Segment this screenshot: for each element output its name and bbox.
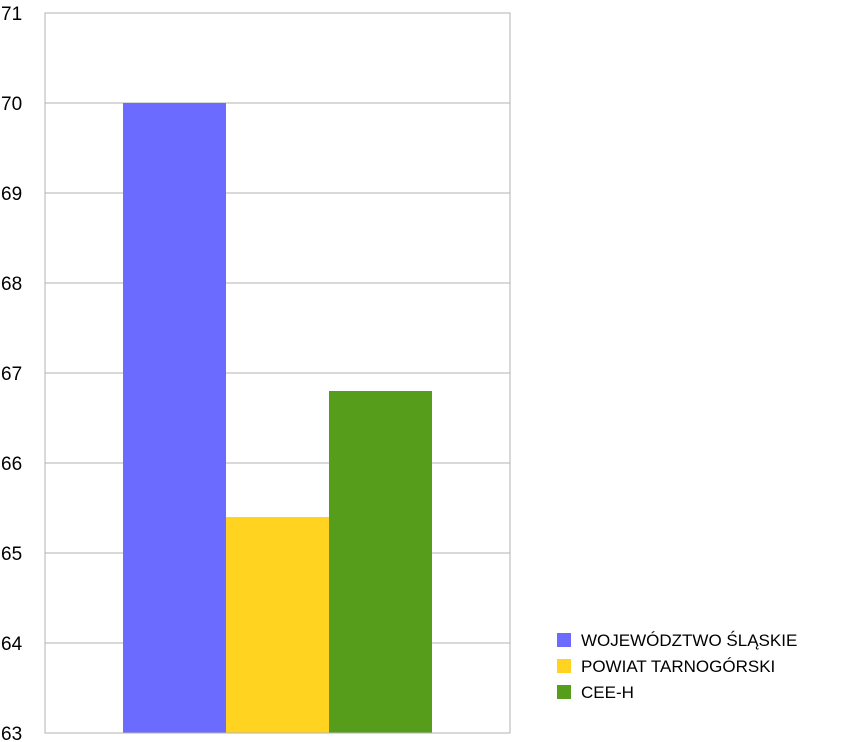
legend-label: WOJEWÓDZTWO ŚLĄSKIE [581,631,797,650]
y-tick-label: 63 [1,724,22,742]
bars [123,103,432,733]
legend-swatch [557,633,571,647]
y-tick-label: 67 [1,364,22,385]
bar [123,103,226,733]
y-axis-tick-labels: 63 64 65 66 67 68 69 70 71 [1,4,23,742]
bar [329,391,432,733]
legend-swatch [557,685,571,699]
y-tick-label: 64 [1,634,23,655]
y-tick-label: 65 [1,544,22,565]
legend-label: CEE-H [581,683,634,702]
y-tick-label: 71 [1,4,22,25]
legend-label: POWIAT TARNOGÓRSKI [581,657,775,676]
legend: WOJEWÓDZTWO ŚLĄSKIE POWIAT TARNOGÓRSKI CEE… [557,631,797,702]
plot-area-frame [44,12,511,734]
y-tick-label: 68 [1,274,22,295]
y-tick-label: 66 [1,454,22,475]
y-tick-label: 70 [1,94,22,115]
y-tick-label: 69 [1,184,22,205]
legend-swatch [557,659,571,673]
bar [226,517,329,733]
